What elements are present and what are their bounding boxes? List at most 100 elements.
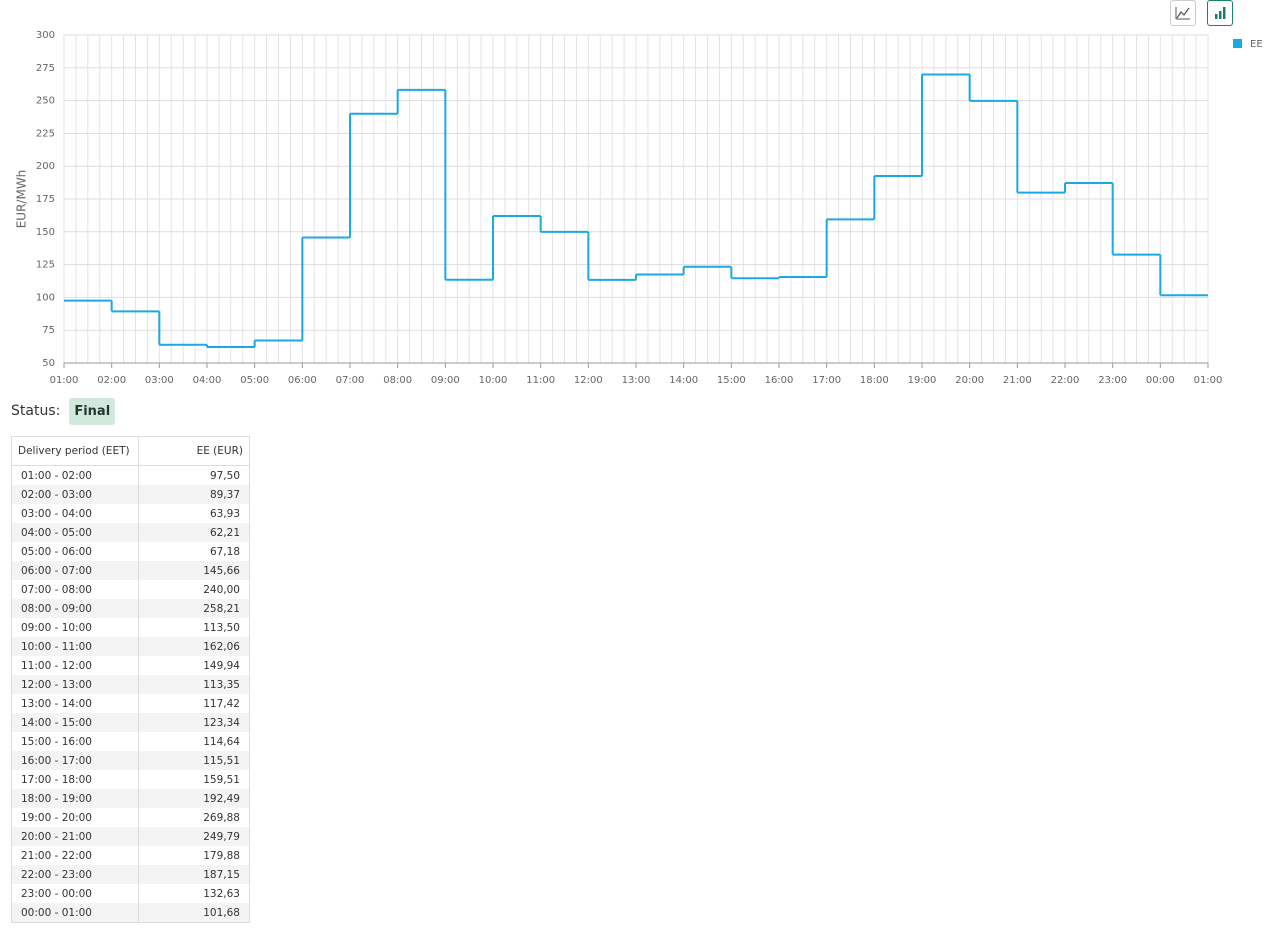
table-row: 18:00 - 19:00 192,49 bbox=[11, 789, 250, 808]
x-tick-label: 16:00 bbox=[765, 375, 794, 386]
y-tick-label: 175 bbox=[36, 194, 55, 205]
x-tick-label: 01:00 bbox=[1194, 375, 1223, 386]
price-cell: 258,21 bbox=[203, 602, 240, 615]
period-cell: 23:00 - 00:00 bbox=[11, 884, 139, 903]
price-cell: 132,63 bbox=[203, 887, 240, 900]
price-cell: 192,49 bbox=[203, 792, 240, 805]
table-header: Delivery period (EET) EE (EUR) bbox=[11, 436, 250, 466]
status-badge: Final bbox=[69, 397, 116, 425]
period-cell: 10:00 - 11:00 bbox=[11, 637, 139, 656]
table-row: 05:00 - 06:00 67,18 bbox=[11, 542, 250, 561]
period-cell: 14:00 - 15:00 bbox=[11, 713, 139, 732]
price-cell: 89,37 bbox=[209, 488, 240, 501]
price-cell: 101,68 bbox=[203, 906, 240, 919]
period-cell: 12:00 - 13:00 bbox=[11, 675, 139, 694]
price-cell: 97,50 bbox=[209, 469, 240, 482]
period-cell: 09:00 - 10:00 bbox=[11, 618, 139, 637]
table-row: 13:00 - 14:00 117,42 bbox=[11, 694, 250, 713]
x-tick-label: 07:00 bbox=[336, 375, 365, 386]
price-cell: 115,51 bbox=[203, 754, 240, 767]
period-cell: 08:00 - 09:00 bbox=[11, 599, 139, 618]
line-chart-button[interactable] bbox=[1170, 0, 1196, 26]
table-row: 15:00 - 16:00 114,64 bbox=[11, 732, 250, 751]
status: Status: Final bbox=[11, 396, 116, 426]
table-row: 06:00 - 07:00 145,66 bbox=[11, 561, 250, 580]
x-tick-label: 06:00 bbox=[288, 375, 317, 386]
period-cell: 04:00 - 05:00 bbox=[11, 523, 139, 542]
x-tick-label: 21:00 bbox=[1003, 375, 1032, 386]
period-cell: 07:00 - 08:00 bbox=[11, 580, 139, 599]
price-cell: 187,15 bbox=[203, 868, 240, 881]
period-cell: 06:00 - 07:00 bbox=[11, 561, 139, 580]
table-row: 12:00 - 13:00 113,35 bbox=[11, 675, 250, 694]
price-table: Delivery period (EET) EE (EUR) 01:00 - 0… bbox=[11, 436, 250, 923]
price-cell: 123,34 bbox=[203, 716, 240, 729]
y-tick-label: 75 bbox=[42, 325, 55, 336]
period-cell: 15:00 - 16:00 bbox=[11, 732, 139, 751]
x-tick-label: 14:00 bbox=[669, 375, 698, 386]
y-tick-label: 250 bbox=[36, 96, 55, 107]
x-tick-label: 09:00 bbox=[431, 375, 460, 386]
period-cell: 18:00 - 19:00 bbox=[11, 789, 139, 808]
price-cell: 62,21 bbox=[209, 526, 240, 539]
table-row: 00:00 - 01:00 101,68 bbox=[11, 903, 250, 923]
period-cell: 02:00 - 03:00 bbox=[11, 485, 139, 504]
period-cell: 05:00 - 06:00 bbox=[11, 542, 139, 561]
table-row: 09:00 - 10:00 113,50 bbox=[11, 618, 250, 637]
price-cell: 114,64 bbox=[203, 735, 240, 748]
legend-swatch bbox=[1233, 39, 1242, 48]
x-tick-label: 05:00 bbox=[240, 375, 269, 386]
chart: EUR/MWh 50 75 100 125 150 175 200 225 250 275 300 0… bbox=[15, 30, 1263, 386]
table-row: 03:00 - 04:00 63,93 bbox=[11, 504, 250, 523]
table-row: 19:00 - 20:00 269,88 bbox=[11, 808, 250, 827]
x-tick-label: 20:00 bbox=[955, 375, 984, 386]
bar-chart-button[interactable] bbox=[1207, 0, 1233, 26]
price-cell: 67,18 bbox=[209, 545, 240, 558]
period-cell: 01:00 - 02:00 bbox=[11, 465, 139, 485]
price-cell: 117,42 bbox=[203, 697, 240, 710]
price-cell: 179,88 bbox=[203, 849, 240, 862]
line-icon bbox=[1175, 7, 1190, 20]
y-tick-label: 225 bbox=[36, 128, 55, 139]
price-cell: 149,94 bbox=[203, 659, 240, 672]
x-tick-label: 00:00 bbox=[1146, 375, 1175, 386]
bar-icon bbox=[1215, 7, 1226, 19]
x-tick-label: 11:00 bbox=[526, 375, 555, 386]
period-cell: 21:00 - 22:00 bbox=[11, 846, 139, 865]
price-cell: 145,66 bbox=[203, 564, 240, 577]
y-tick-label: 100 bbox=[36, 292, 55, 303]
price-cell: 249,79 bbox=[203, 830, 240, 843]
table-row: 20:00 - 21:00 249,79 bbox=[11, 827, 250, 846]
y-tick-label: 125 bbox=[36, 260, 55, 271]
table-row: 21:00 - 22:00 179,88 bbox=[11, 846, 250, 865]
table-row: 22:00 - 23:00 187,15 bbox=[11, 865, 250, 884]
table-row: 04:00 - 05:00 62,21 bbox=[11, 523, 250, 542]
x-tick-label: 10:00 bbox=[479, 375, 508, 386]
table-row: 07:00 - 08:00 240,00 bbox=[11, 580, 250, 599]
table-row: 23:00 - 00:00 132,63 bbox=[11, 884, 250, 903]
period-cell: 16:00 - 17:00 bbox=[11, 751, 139, 770]
y-tick-label: 275 bbox=[36, 63, 55, 74]
y-tick-label: 300 bbox=[36, 30, 55, 41]
y-tick-label: 50 bbox=[42, 358, 55, 369]
table-row: 17:00 - 18:00 159,51 bbox=[11, 770, 250, 789]
period-cell: 11:00 - 12:00 bbox=[11, 656, 139, 675]
x-tick-label: 17:00 bbox=[812, 375, 841, 386]
table-row: 16:00 - 17:00 115,51 bbox=[11, 751, 250, 770]
y-axis-label: EUR/MWh bbox=[15, 170, 29, 229]
x-tick-label: 04:00 bbox=[193, 375, 222, 386]
table-row: 02:00 - 03:00 89,37 bbox=[11, 485, 250, 504]
y-tick-label: 150 bbox=[36, 227, 55, 238]
period-cell: 03:00 - 04:00 bbox=[11, 504, 139, 523]
legend-label: EE bbox=[1250, 39, 1263, 50]
price-cell: 162,06 bbox=[203, 640, 240, 653]
x-tick-label: 03:00 bbox=[145, 375, 174, 386]
table-row: 08:00 - 09:00 258,21 bbox=[11, 599, 250, 618]
table-row: 11:00 - 12:00 149,94 bbox=[11, 656, 250, 675]
period-cell: 13:00 - 14:00 bbox=[11, 694, 139, 713]
x-tick-label: 18:00 bbox=[860, 375, 889, 386]
x-tick-label: 12:00 bbox=[574, 375, 603, 386]
table-row: 10:00 - 11:00 162,06 bbox=[11, 637, 250, 656]
period-cell: 00:00 - 01:00 bbox=[11, 903, 139, 923]
